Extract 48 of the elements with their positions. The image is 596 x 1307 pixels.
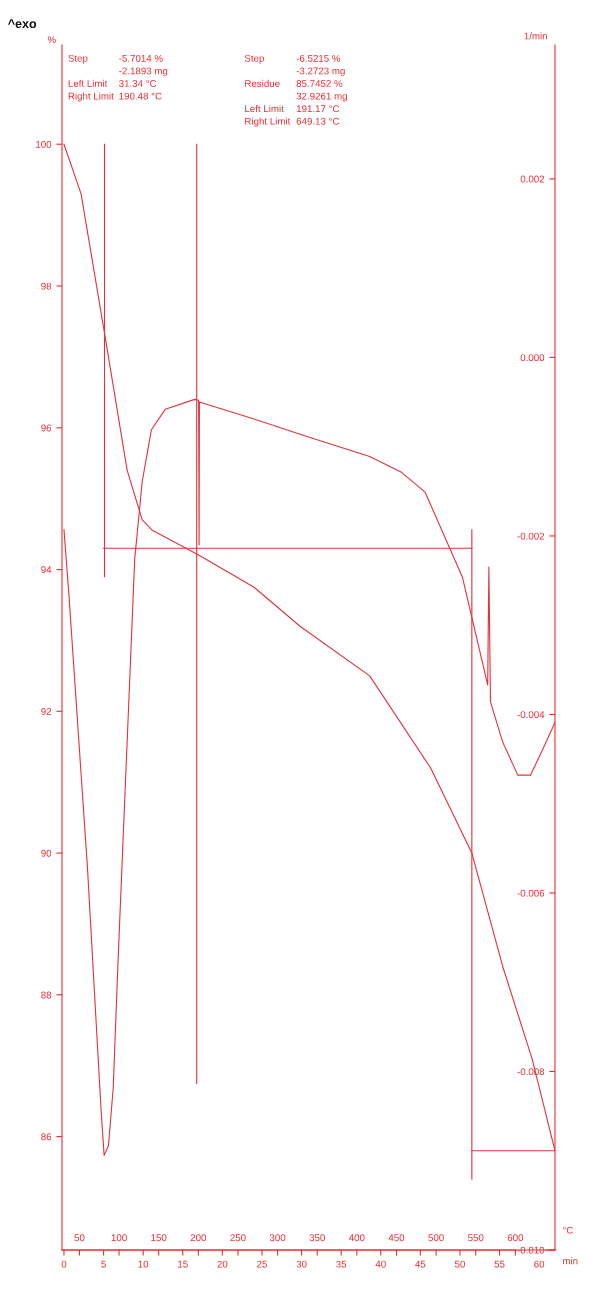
- y2-tick-label: -0.010: [517, 1246, 545, 1254]
- annotation: -5.7014 % -2.1893 mg 31.34 °C 190.48 °C: [119, 54, 168, 100]
- text: ^exo: [8, 19, 37, 29]
- x2-tick-label: 350: [309, 1234, 325, 1242]
- x2-tick-label: 600: [507, 1234, 524, 1242]
- x2-tick-label: 450: [388, 1234, 405, 1242]
- x-tick-label: 5: [101, 1260, 106, 1268]
- x-tick-label: 35: [336, 1260, 347, 1268]
- x2-tick-label: 500: [428, 1234, 444, 1242]
- x2-axis-title: °C: [562, 1226, 573, 1234]
- y2-tick-label: -0.002: [517, 532, 545, 540]
- x-tick-label: 60: [534, 1260, 545, 1268]
- x2-tick-label: 300: [269, 1234, 286, 1242]
- x2-tick-label: 50: [74, 1234, 85, 1242]
- y2-tick-label: 0.000: [520, 354, 545, 362]
- y-tick-label: 86: [41, 1133, 52, 1141]
- y2-tick-label: -0.006: [517, 889, 545, 897]
- y2-axis-title: 1/min: [524, 32, 547, 40]
- y-tick-label: 90: [41, 849, 52, 857]
- x-tick-label: 45: [415, 1260, 426, 1268]
- x-tick-label: 10: [138, 1260, 149, 1268]
- x-tick-label: 30: [296, 1260, 307, 1268]
- y-tick-label: 100: [36, 140, 52, 148]
- x-axis-title: min: [563, 1257, 578, 1265]
- x2-tick-label: 200: [190, 1234, 207, 1242]
- x-tick-label: 20: [217, 1260, 228, 1268]
- y-tick-label: 98: [41, 282, 52, 290]
- text: Step Residue Left Limit Right Limit: [244, 54, 291, 127]
- y-tick-label: 96: [41, 424, 52, 432]
- y-tick-label: 88: [41, 991, 52, 999]
- x2-tick-label: 550: [468, 1234, 484, 1242]
- x2-tick-label: 250: [230, 1234, 246, 1242]
- x2-tick-label: 400: [348, 1234, 365, 1242]
- x-tick-label: 25: [257, 1260, 267, 1268]
- text: Step Left Limit Right Limit: [68, 54, 114, 102]
- y2-tick-label: -0.004: [517, 711, 545, 719]
- x-tick-label: 0: [61, 1260, 67, 1268]
- annotation: -6.5215 % -3.2723 mg 85.7452 % 32.9261 mg 191.17 °C 649.13 °C: [296, 54, 347, 125]
- y-axis-title: %: [47, 36, 56, 44]
- x-tick-label: 55: [494, 1260, 505, 1268]
- y2-tick-label: 0.002: [520, 175, 545, 183]
- x-tick-label: 50: [454, 1260, 465, 1268]
- y-tick-label: 92: [41, 708, 52, 715]
- x2-tick-label: 100: [111, 1234, 127, 1242]
- x-tick-label: 40: [375, 1260, 386, 1268]
- y-tick-label: 94: [41, 566, 52, 574]
- x2-tick-label: 150: [151, 1234, 167, 1242]
- x-tick-label: 15: [178, 1260, 188, 1268]
